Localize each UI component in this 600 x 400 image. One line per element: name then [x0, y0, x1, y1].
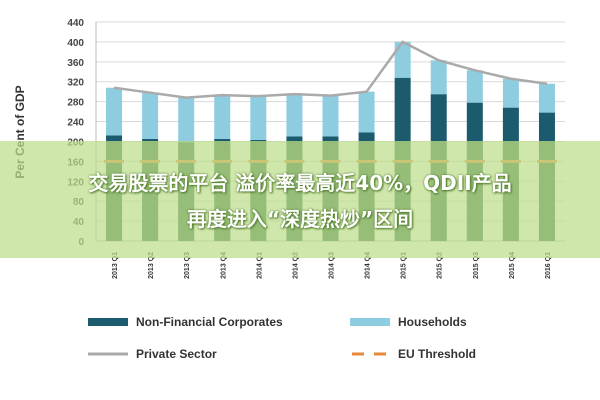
x-tick-label: 2013 Q2	[148, 252, 155, 279]
y-tick-label: 240	[67, 118, 84, 129]
bar-households	[394, 41, 411, 78]
bar-households	[214, 95, 231, 139]
headline-line-1: 交易股票的平台 溢价率最高近40%，QDII产品	[88, 171, 512, 195]
x-tick-label: 2014 Q4	[365, 252, 372, 279]
x-tick-label: 2013 Q4	[220, 252, 227, 279]
x-tick-label: 2016 Q1	[545, 252, 552, 279]
y-tick-label: 360	[67, 58, 84, 69]
bar-households	[106, 87, 123, 136]
bar-households	[322, 95, 339, 137]
x-tick-label: 2013 Q3	[184, 252, 191, 279]
x-tick-label: 2015 Q3	[473, 252, 480, 279]
headline-line-2: 再度进入“深度热炒”区间	[186, 207, 414, 231]
legend-swatch-households	[350, 318, 390, 326]
legend-label-non-financial-corporates: Non-Financial Corporates	[136, 315, 283, 329]
x-tick-label: 2015 Q2	[437, 252, 444, 279]
legend-swatch-non-financial-corporates	[88, 318, 128, 326]
line-private-sector	[113, 40, 548, 99]
y-tick-label: 400	[67, 38, 84, 49]
x-axis-ticks: 2013 Q1 2013 Q2 2013 Q3 2013 Q4 2014 Q1 2014 …	[112, 252, 552, 279]
x-tick-label: 2013 Q1	[112, 252, 119, 279]
bar-households	[250, 96, 267, 140]
bar-households	[430, 60, 447, 95]
y-tick-label: 440	[67, 18, 84, 29]
bar-households	[178, 97, 195, 143]
legend: Non-Financial Corporates Households Privat…	[88, 315, 476, 361]
x-tick-label: 2015 Q4	[509, 252, 516, 279]
headline-banner	[0, 141, 600, 258]
bar-households	[538, 83, 555, 113]
x-tick-label: 2014 Q1	[256, 252, 263, 279]
bar-households	[358, 91, 375, 133]
legend-label-households: Households	[398, 315, 467, 329]
bar-households	[142, 92, 159, 139]
bar-households	[286, 94, 303, 137]
legend-label-private-sector: Private Sector	[136, 347, 217, 361]
bar-households	[502, 78, 519, 108]
x-tick-label: 2014 Q3	[329, 252, 336, 279]
y-tick-label: 320	[67, 78, 84, 89]
x-tick-label: 2015 Q1	[401, 252, 408, 279]
bar-households	[466, 70, 483, 103]
y-tick-label: 280	[67, 98, 84, 109]
x-tick-label: 2014 Q2	[292, 252, 299, 279]
legend-label-eu-threshold: EU Threshold	[398, 347, 476, 361]
